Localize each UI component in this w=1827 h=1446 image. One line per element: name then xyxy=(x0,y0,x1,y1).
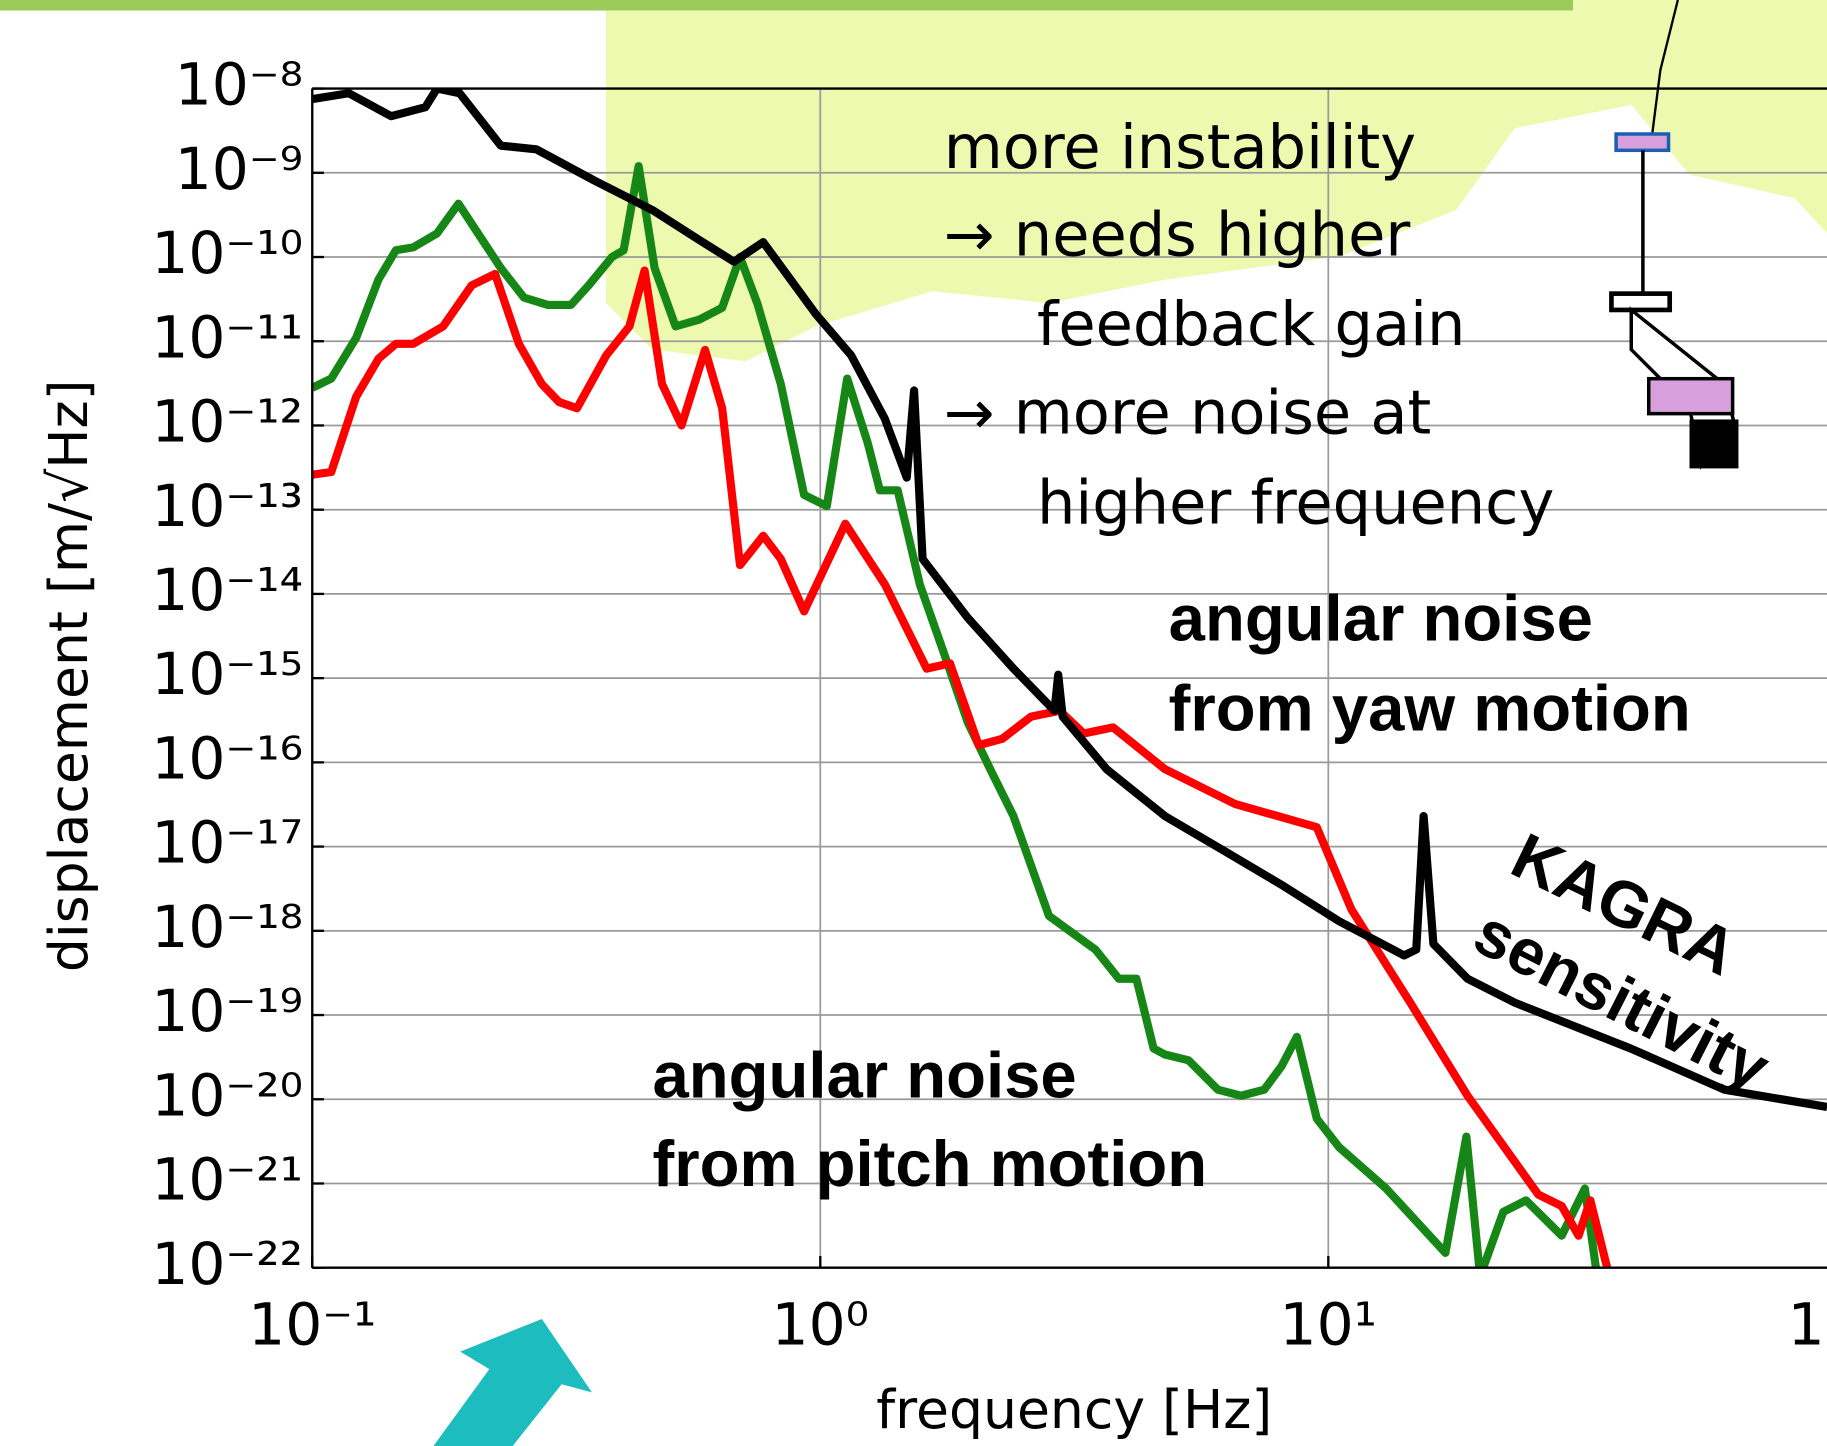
annotation: from pitch motion xyxy=(653,1127,1208,1200)
y-tick-label: 10⁻²⁰ xyxy=(151,1061,303,1129)
x-tick-label: 10² xyxy=(1788,1290,1827,1358)
y-tick-label: 10⁻¹⁶ xyxy=(151,724,303,792)
y-tick-label: 10⁻¹² xyxy=(151,388,303,456)
annotation: feedback gain xyxy=(1037,290,1465,360)
y-tick-label: 10⁻¹¹ xyxy=(151,303,303,371)
annotation: from yaw motion xyxy=(1169,671,1691,744)
plot-lines xyxy=(312,88,1827,1268)
arrow xyxy=(433,1318,592,1446)
x-tick-label: 10¹ xyxy=(1280,1290,1377,1358)
annotations: more instability → needs higher feedback g… xyxy=(653,113,1781,1200)
annotation: more instability xyxy=(944,113,1416,183)
y-tick-label: 10⁻¹³ xyxy=(151,472,303,540)
x-axis-label: frequency [Hz] xyxy=(876,1378,1272,1441)
annotation: higher frequency xyxy=(1037,468,1554,538)
x-tick-label: 10⁻¹ xyxy=(248,1290,376,1358)
annotation: → needs higher xyxy=(944,200,1411,270)
annotation: angular noise xyxy=(1169,582,1593,655)
y-tick-label: 10⁻¹⁸ xyxy=(151,893,303,961)
annotation: angular noise xyxy=(653,1038,1077,1111)
series-line xyxy=(312,88,1827,1111)
ticks: 10⁻⁸ 10⁻⁹ 10⁻¹⁰ 10⁻¹¹ 10⁻¹² 10⁻¹³ 10⁻¹⁴ 10⁻¹⁵ 10… xyxy=(151,51,1827,1359)
annotation: → more noise at xyxy=(944,379,1431,449)
highlight-area xyxy=(605,0,1827,362)
y-tick-label: 10⁻⁸ xyxy=(175,51,303,119)
y-axis-label: displacement [m/√Hz] xyxy=(37,379,100,972)
pendulum-drawing xyxy=(1609,0,1739,470)
top-band xyxy=(0,0,1573,11)
y-tick-label: 10⁻¹⁴ xyxy=(151,556,303,624)
series-line xyxy=(312,266,1612,1268)
y-tick-label: 10⁻²¹ xyxy=(151,1146,303,1214)
x-tick-label: 10⁰ xyxy=(772,1290,869,1358)
y-tick-label: 10⁻¹⁹ xyxy=(151,977,303,1045)
y-tick-label: 10⁻¹⁰ xyxy=(151,219,303,287)
y-tick-label: 10⁻¹⁵ xyxy=(151,640,303,708)
y-tick-label: 10⁻⁹ xyxy=(175,135,303,203)
series-line xyxy=(312,162,1601,1268)
y-tick-label: 10⁻¹⁷ xyxy=(151,809,303,877)
y-tick-label: 10⁻²² xyxy=(151,1230,303,1298)
